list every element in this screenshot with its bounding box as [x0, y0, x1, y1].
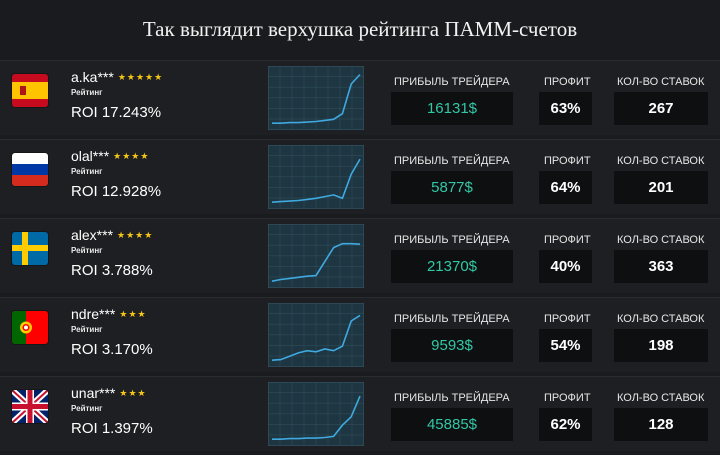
trader-name[interactable]: ndre*** — [71, 306, 116, 322]
portugal-flag — [12, 311, 48, 344]
profit-pct-label: ПРОФИТ — [544, 155, 591, 167]
profit-label: ПРИБЫЛЬ ТРЕЙДЕРА — [394, 313, 510, 325]
star-rating-icon: ★★★★ — [117, 230, 154, 240]
profit-pct-label: ПРОФИТ — [544, 392, 591, 404]
trader-name-line[interactable]: alex*** ★★★★ — [71, 227, 153, 243]
trader-profit-value: 9593$ — [391, 329, 513, 362]
trader-row[interactable]: alex*** ★★★★ Рейтинг ROI 3.788% ПРИБЫЛЬ Т… — [0, 218, 720, 293]
bets-count-value: 201 — [614, 171, 708, 204]
roi-value: ROI 3.170% — [71, 341, 153, 358]
profit-pct-label: ПРОФИТ — [544, 313, 591, 325]
trader-name[interactable]: a.ka*** — [71, 69, 114, 85]
star-rating-icon: ★★★ — [119, 309, 147, 319]
roi-sparkline-chart — [268, 303, 364, 367]
roi-sparkline-chart — [268, 224, 364, 288]
trader-name-line[interactable]: olal*** ★★★★ — [71, 148, 149, 164]
trader-name[interactable]: unar*** — [71, 385, 116, 401]
bets-count-value: 363 — [614, 250, 708, 283]
profit-pct-value: 40% — [539, 250, 592, 283]
profit-pct-value: 63% — [539, 92, 592, 125]
bets-count-label: КОЛ-ВО СТАВОК — [617, 392, 705, 404]
trader-name-line[interactable]: unar*** ★★★ — [71, 385, 147, 401]
rating-label: Рейтинг — [71, 167, 103, 176]
profit-pct-label: ПРОФИТ — [544, 76, 591, 88]
profit-label: ПРИБЫЛЬ ТРЕЙДЕРА — [394, 155, 510, 167]
rating-label: Рейтинг — [71, 325, 103, 334]
profit-pct-label: ПРОФИТ — [544, 234, 591, 246]
profit-label: ПРИБЫЛЬ ТРЕЙДЕРА — [394, 392, 510, 404]
profit-pct-value: 54% — [539, 329, 592, 362]
roi-value: ROI 3.788% — [71, 262, 153, 279]
trader-list: a.ka*** ★★★★★ Рейтинг ROI 17.243% ПРИБЫЛЬ… — [0, 60, 720, 455]
bets-count-value: 198 — [614, 329, 708, 362]
trader-row[interactable]: a.ka*** ★★★★★ Рейтинг ROI 17.243% ПРИБЫЛЬ… — [0, 60, 720, 135]
rating-label: Рейтинг — [71, 88, 103, 97]
trader-row[interactable]: unar*** ★★★ Рейтинг ROI 1.397% ПРИБЫЛЬ ТР… — [0, 376, 720, 451]
sweden-flag — [12, 232, 48, 265]
bets-count-label: КОЛ-ВО СТАВОК — [617, 234, 705, 246]
sparkline-trend-line — [272, 73, 361, 125]
sparkline-trend-line — [271, 158, 361, 203]
trader-profit-value: 21370$ — [391, 250, 513, 283]
trader-profit-value: 45885$ — [391, 408, 513, 441]
star-rating-icon: ★★★★★ — [117, 72, 164, 82]
profit-label: ПРИБЫЛЬ ТРЕЙДЕРА — [394, 234, 510, 246]
trader-profit-value: 5877$ — [391, 171, 513, 204]
profit-pct-value: 64% — [539, 171, 592, 204]
trader-name-line[interactable]: ndre*** ★★★ — [71, 306, 147, 322]
bets-count-label: КОЛ-ВО СТАВОК — [617, 313, 705, 325]
profit-label: ПРИБЫЛЬ ТРЕЙДЕРА — [394, 76, 510, 88]
trader-profit-value: 16131$ — [391, 92, 513, 125]
roi-value: ROI 17.243% — [71, 104, 162, 121]
rating-label: Рейтинг — [71, 246, 103, 255]
roi-sparkline-chart — [268, 145, 364, 209]
spain-flag — [12, 74, 48, 107]
roi-value: ROI 12.928% — [71, 183, 162, 200]
bets-count-value: 128 — [614, 408, 708, 441]
bets-count-label: КОЛ-ВО СТАВОК — [617, 155, 705, 167]
sparkline-trend-line — [271, 314, 361, 361]
trader-name[interactable]: olal*** — [71, 148, 110, 164]
russia-flag — [12, 153, 48, 186]
rating-label: Рейтинг — [71, 404, 103, 413]
star-rating-icon: ★★★★ — [113, 151, 150, 161]
trader-row[interactable]: ndre*** ★★★ Рейтинг ROI 3.170% ПРИБЫЛЬ ТР… — [0, 297, 720, 372]
sparkline-trend-line — [271, 242, 361, 282]
roi-value: ROI 1.397% — [71, 420, 153, 437]
profit-pct-value: 62% — [539, 408, 592, 441]
star-rating-icon: ★★★ — [119, 388, 147, 398]
roi-sparkline-chart — [268, 66, 364, 130]
bets-count-label: КОЛ-ВО СТАВОК — [617, 76, 705, 88]
trader-name[interactable]: alex*** — [71, 227, 114, 243]
trader-row[interactable]: olal*** ★★★★ Рейтинг ROI 12.928% ПРИБЫЛЬ … — [0, 139, 720, 214]
uk-flag — [12, 390, 48, 423]
page-title: Так выглядит верхушка рейтинга ПАММ-счет… — [142, 17, 578, 41]
trader-name-line[interactable]: a.ka*** ★★★★★ — [71, 69, 163, 85]
roi-sparkline-chart — [268, 382, 364, 446]
bets-count-value: 267 — [614, 92, 708, 125]
